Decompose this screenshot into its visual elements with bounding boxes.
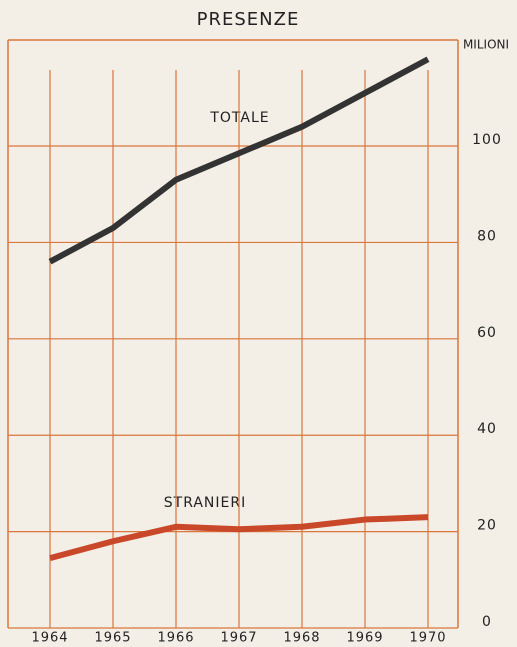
y-tick-label: 20 bbox=[477, 518, 497, 534]
x-tick-label: 1965 bbox=[94, 631, 131, 646]
series-line bbox=[48, 56, 430, 265]
series-line bbox=[49, 514, 429, 562]
y-tick-label: 0 bbox=[482, 614, 492, 630]
annotation: STRANIERI bbox=[164, 495, 246, 511]
x-tick-label: 1964 bbox=[31, 631, 68, 646]
x-tick-label: 1967 bbox=[220, 631, 257, 646]
y-tick-label: 100 bbox=[472, 132, 502, 148]
y-tick-label: 80 bbox=[477, 228, 497, 244]
x-tick-label: 1970 bbox=[409, 631, 446, 646]
x-tick-label: 1969 bbox=[346, 631, 383, 646]
y-tick-label: 40 bbox=[477, 421, 497, 437]
y-axis-label: MILIONI bbox=[463, 38, 509, 52]
x-tick-label: 1968 bbox=[283, 631, 320, 646]
y-tick-label: 60 bbox=[477, 325, 497, 341]
x-tick-label: 1966 bbox=[157, 631, 194, 646]
chart-title: PRESENZE bbox=[197, 9, 300, 30]
